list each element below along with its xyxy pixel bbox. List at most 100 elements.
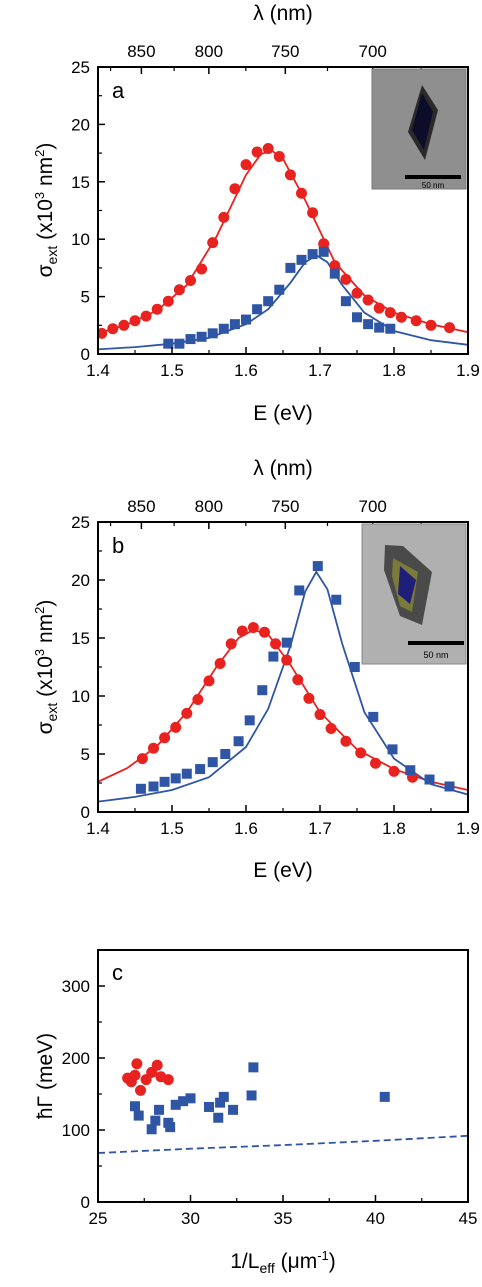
panel-a-plot: [98, 143, 468, 351]
panel-a-x-tick-label: 1.8: [382, 361, 406, 380]
panel-c-y-tick-label: 200: [62, 1049, 90, 1068]
panel-b-top-tick-label: 800: [195, 497, 223, 516]
panel-b-point-square: [424, 774, 435, 785]
panel-b-y-tick-label: 5: [81, 745, 90, 764]
panel-c: 25 30 35 40 45 0 100 200 300 c 1/Leff (μm-1) ħΓ …: [34, 949, 477, 1276]
panel-a-point-circle: [296, 187, 307, 199]
panel-b-top-tick-label: 750: [271, 497, 299, 516]
panel-b-point-circle: [214, 658, 226, 670]
panel-a-point-square: [185, 334, 196, 345]
panel-b-point-circle: [247, 622, 259, 634]
panel-c-y-tick-label: 0: [81, 1193, 90, 1212]
panel-a-scale-bar-label: 50 nm: [422, 181, 445, 190]
panel-c-y-tick-label: 300: [62, 977, 90, 996]
panel-a-point-square: [318, 246, 329, 257]
panel-b-point-circle: [355, 747, 367, 759]
panel-c-x-tick-label: 35: [274, 1209, 293, 1228]
panel-b-point-circle: [314, 709, 326, 721]
panel-a-point-circle: [207, 237, 219, 249]
panel-b-point-square: [294, 585, 305, 596]
panel-a-point-circle: [384, 307, 396, 319]
panel-b-point-square: [181, 768, 192, 779]
panel-b-point-circle: [281, 654, 293, 666]
panel-a-point-circle: [318, 238, 330, 250]
panel-a-point-square: [307, 249, 318, 260]
panel-c-point-square: [246, 1090, 257, 1101]
panel-a-point-square: [163, 338, 174, 349]
panel-b-point-square: [281, 637, 292, 648]
panel-b-x-tick-label: 1.9: [456, 819, 480, 838]
panel-b-point-circle: [340, 735, 352, 747]
panel-a-inset-image: 50 nm: [371, 68, 467, 190]
panel-a-point-circle: [229, 183, 241, 195]
panel-a-point-circle: [395, 311, 407, 323]
panel-a-y-tick-label: 10: [71, 230, 90, 249]
panel-a-point-square: [241, 314, 251, 325]
panel-b-point-square: [387, 744, 398, 755]
panel-a-point-circle: [273, 151, 285, 163]
panel-a-point-circle: [107, 323, 119, 335]
panel-a-point-square: [285, 262, 296, 273]
panel-b-point-circle: [259, 626, 270, 638]
panel-a-point-square: [340, 296, 351, 307]
panel-a-x-tick-label: 1.7: [308, 361, 332, 380]
panel-a-point-square: [229, 319, 240, 330]
panel-b-plot: [98, 561, 468, 803]
panel-a-point-circle: [262, 143, 274, 155]
panel-b-point-circle: [148, 742, 159, 754]
panel-b-point-square: [244, 715, 255, 726]
panel-c-point-circle: [151, 1059, 163, 1071]
panel-a-point-square: [296, 254, 307, 265]
panel-b-top-tick-label: 700: [359, 497, 387, 516]
panel-b-point-square: [444, 781, 455, 792]
panel-a-point-circle: [240, 159, 252, 171]
panel-a-point-square: [374, 322, 385, 333]
panel-c-point-square: [146, 1124, 157, 1135]
panel-a-point-square: [252, 304, 263, 315]
panel-a-point-circle: [185, 275, 196, 287]
panel-a-point-circle: [98, 327, 108, 339]
panel-c-point-circle: [162, 1074, 174, 1086]
panel-a-point-square: [196, 331, 207, 342]
panel-b-y-tick-label: 10: [71, 687, 90, 706]
panel-b-scale-bar: [408, 641, 464, 645]
panel-c-x-tick-label: 30: [181, 1209, 200, 1228]
panel-b-point-square: [349, 662, 360, 672]
panel-c-plot: [98, 1058, 468, 1154]
panel-b-point-square: [207, 757, 218, 768]
panel-a-point-square: [174, 338, 185, 349]
panel-b-y-tick-label: 25: [71, 513, 90, 532]
panel-b-point-square: [159, 776, 170, 787]
panel-a-point-circle: [329, 260, 341, 272]
panel-a-top-axis-title: λ (nm): [253, 2, 313, 25]
panel-c-point-square: [133, 1110, 144, 1121]
panel-b-y-axis-title: σext (x103 nm2): [32, 600, 60, 735]
panel-a-point-square: [352, 312, 362, 323]
panel-a-top-tick-label: 800: [195, 42, 223, 61]
panel-a-y-tick-label: 25: [71, 58, 90, 77]
panel-b-point-square: [405, 765, 416, 776]
panel-a-x-tick-label: 1.9: [456, 361, 480, 380]
panel-a-label: a: [112, 78, 125, 103]
panel-c-x-axis-title: 1/Leff (μm-1): [230, 1248, 336, 1276]
panel-a-point-square: [263, 296, 274, 307]
panel-b-point-circle: [388, 765, 400, 777]
panel-a-y-tick-label: 0: [81, 345, 90, 364]
panel-a-x-axis-title: E (eV): [253, 402, 313, 425]
panel-b-y-tick-label: 15: [71, 629, 90, 648]
panel-b-point-circle: [370, 757, 381, 769]
panel-c-point-square: [218, 1091, 229, 1102]
panel-a-point-circle: [425, 319, 437, 331]
panel-b-point-square: [368, 711, 379, 722]
panel-c-point-square: [379, 1091, 390, 1102]
panel-b-point-circle: [136, 753, 148, 765]
panel-a-point-circle: [118, 319, 130, 331]
panel-a-y-axis-title: σext (x103 nm2): [32, 143, 60, 278]
panel-a-point-circle: [373, 302, 385, 314]
panel-a-point-circle: [340, 273, 352, 285]
panel-b-y-tick-label: 0: [81, 803, 90, 822]
panel-b-point-square: [233, 736, 244, 747]
panel-c-x-tick-label: 40: [366, 1209, 385, 1228]
panel-a-point-circle: [284, 169, 296, 181]
panel-b-point-square: [220, 749, 231, 759]
